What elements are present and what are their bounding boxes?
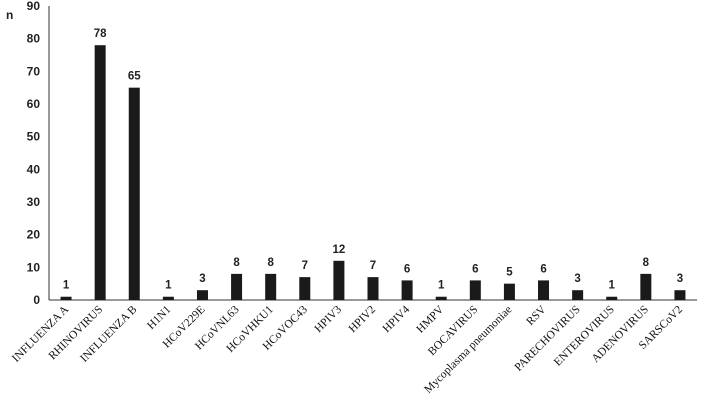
data-label: 12 <box>332 244 345 256</box>
data-label: 3 <box>574 273 580 285</box>
data-label: 3 <box>199 273 205 285</box>
x-tick-label: HPIV2 <box>347 303 379 335</box>
bar <box>606 296 618 300</box>
data-label: 7 <box>302 260 308 272</box>
y-tick-label: 70 <box>27 64 41 78</box>
data-label: 1 <box>63 280 70 292</box>
x-tick-label: H1N1 <box>145 303 174 332</box>
bar <box>196 290 208 300</box>
bar <box>128 87 140 301</box>
x-tick-label: HPIV4 <box>381 303 413 335</box>
bar <box>265 273 277 300</box>
x-tick-label: INFLUENZA A <box>10 303 72 365</box>
y-tick-label: 20 <box>27 228 41 242</box>
y-axis-label: n <box>6 8 13 22</box>
x-tick-label: ENTEROVIRUS <box>552 304 617 369</box>
y-tick-label: 80 <box>27 32 41 46</box>
data-label: 8 <box>233 257 240 269</box>
bar <box>333 260 345 300</box>
y-tick-label: 90 <box>27 0 41 13</box>
bar <box>60 296 72 300</box>
data-label: 1 <box>438 280 445 292</box>
bar <box>401 280 413 300</box>
data-label: 1 <box>165 280 172 292</box>
bar-series <box>60 45 686 301</box>
bar <box>572 290 584 300</box>
bar <box>469 280 481 300</box>
x-tick-label: RSV <box>524 303 549 328</box>
data-label: 6 <box>472 263 478 275</box>
y-tick-label: 40 <box>27 162 41 176</box>
x-tick-label: HPIV3 <box>312 303 344 335</box>
data-label: 1 <box>609 280 616 292</box>
bar <box>299 277 311 300</box>
bar <box>94 45 106 301</box>
data-label: 5 <box>506 267 513 279</box>
data-label: 6 <box>404 263 410 275</box>
data-label: 8 <box>267 257 274 269</box>
bar <box>538 280 550 300</box>
y-tick-label: 10 <box>27 260 41 274</box>
data-label: 8 <box>643 257 650 269</box>
data-label: 7 <box>370 260 376 272</box>
bar <box>231 273 243 300</box>
data-label: 78 <box>94 28 107 40</box>
data-label: 6 <box>540 263 546 275</box>
y-axis-ticks: 0 10 20 30 40 50 60 70 80 90 <box>27 0 41 307</box>
y-tick-label: 30 <box>27 195 41 209</box>
bar <box>640 273 652 300</box>
bar <box>674 290 686 300</box>
data-label: 3 <box>677 273 683 285</box>
y-tick-label: 50 <box>27 130 41 144</box>
y-tick-label: 60 <box>27 97 41 111</box>
bar <box>162 296 174 300</box>
x-tick-label: HMPV <box>414 303 446 335</box>
bar <box>367 277 379 300</box>
data-label: 65 <box>128 71 141 83</box>
bar <box>503 283 515 300</box>
y-tick-label: 0 <box>33 293 40 307</box>
bar <box>435 296 447 300</box>
